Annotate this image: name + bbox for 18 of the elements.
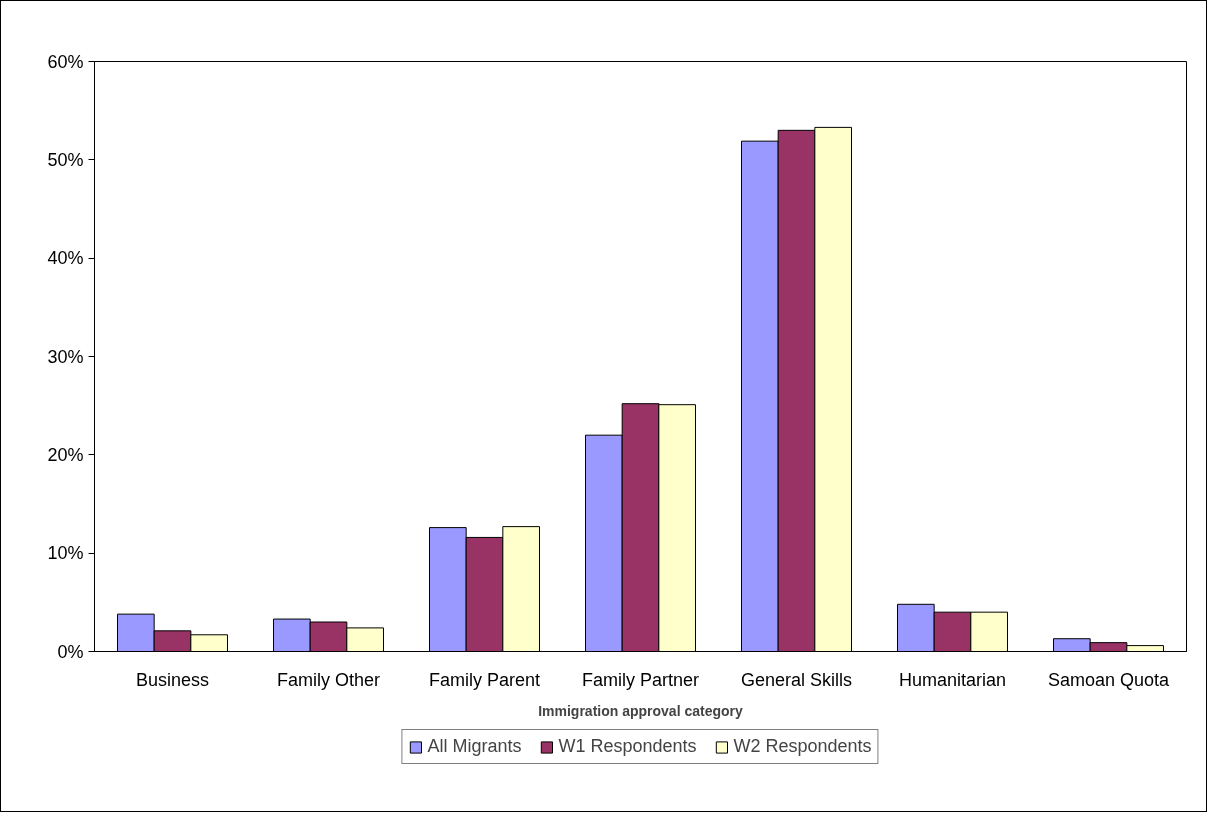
- y-tick-label: 60%: [47, 51, 84, 72]
- y-tick-label: 30%: [47, 346, 84, 367]
- y-tick-label: 0%: [57, 641, 84, 662]
- x-tick-label: Samoan Quota: [1047, 669, 1171, 690]
- x-tick-label: Business: [135, 669, 210, 690]
- x-tick-label: General Skills: [740, 669, 853, 690]
- y-tick-label: 20%: [47, 444, 84, 465]
- x-tick-label: Humanitarian: [898, 669, 1007, 690]
- y-tick-label: 10%: [47, 543, 84, 564]
- x-tick-label: Family Other: [276, 669, 381, 690]
- x-tick-label: Family Partner: [581, 669, 700, 690]
- legend-label: All Migrants: [427, 736, 522, 757]
- legend-label: W1 Respondents: [558, 736, 697, 757]
- x-tick-label: Family Parent: [428, 669, 541, 690]
- y-tick-label: 50%: [47, 149, 84, 170]
- x-axis-title: Immigration approval category: [538, 702, 744, 719]
- y-tick-label: 40%: [47, 248, 84, 269]
- legend-label: W2 Respondents: [733, 736, 872, 757]
